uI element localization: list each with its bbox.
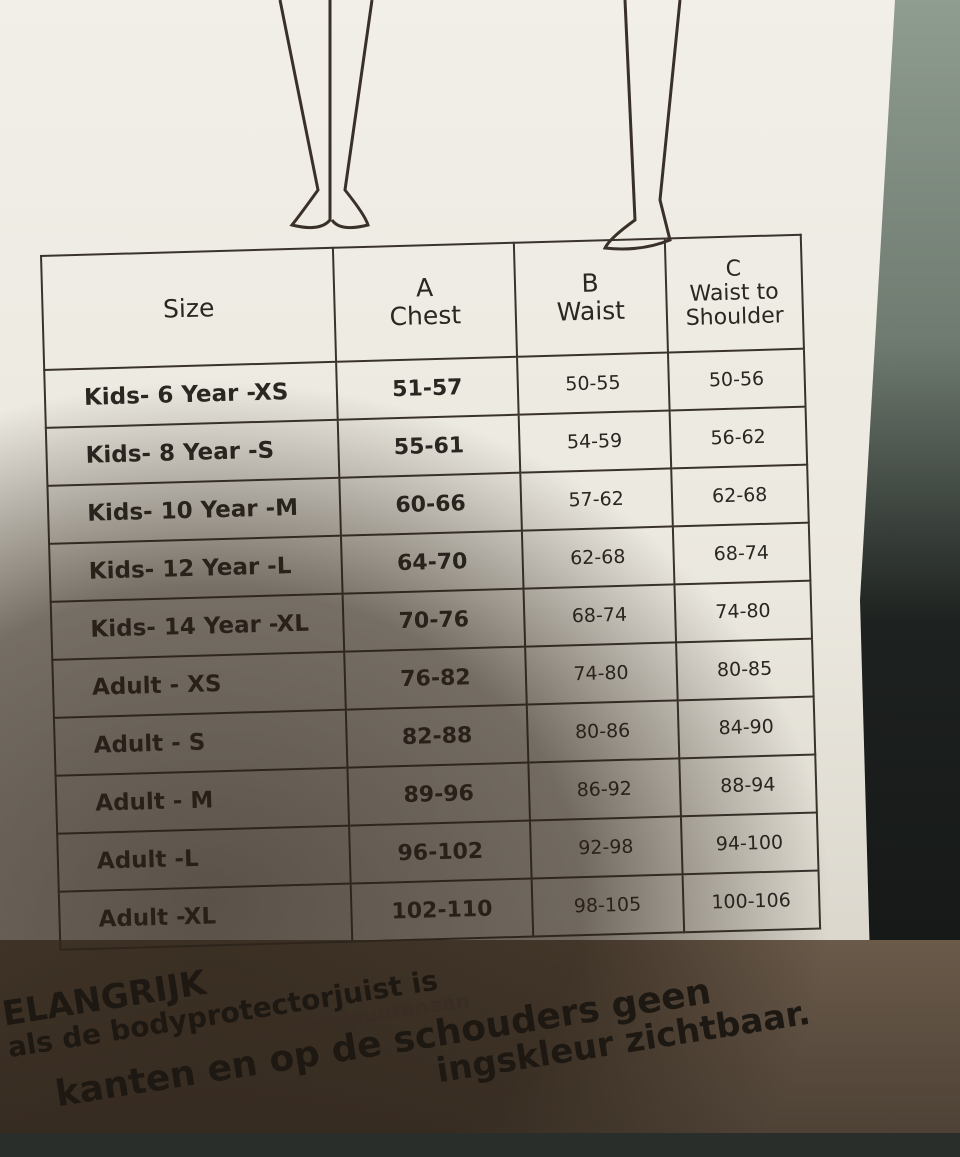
- size-cell: Kids- 10 Year -M: [47, 477, 342, 544]
- size-cell: Adult - M: [55, 767, 350, 834]
- size-table: Size A Chest B Waist C Waist to Shoulder Ki…: [40, 234, 821, 951]
- header-waist-to-shoulder: C Waist to Shoulder: [664, 234, 804, 353]
- waist-cell: 54-59: [518, 410, 671, 473]
- chest-cell: 96-102: [349, 820, 532, 884]
- header-letter: A: [415, 273, 434, 303]
- waist-cell: 86-92: [528, 758, 681, 821]
- waist-to-shoulder-cell: 68-74: [672, 522, 811, 585]
- chest-cell: 60-66: [339, 472, 522, 536]
- waist-cell: 80-86: [526, 700, 679, 763]
- body-illustration: [278, 0, 682, 251]
- header-label: Waist to Shoulder: [685, 279, 785, 331]
- waist-cell: 74-80: [524, 642, 678, 705]
- size-chart: Size A Chest B Waist C Waist to Shoulder Ki…: [40, 234, 821, 951]
- size-cell: Adult - XS: [52, 651, 347, 718]
- waist-to-shoulder-cell: 74-80: [673, 580, 813, 643]
- size-cell: Kids- 8 Year -S: [45, 419, 340, 486]
- size-cell: Kids- 6 Year -XS: [44, 361, 339, 428]
- chest-cell: 89-96: [347, 762, 530, 826]
- chest-cell: 55-61: [338, 414, 520, 478]
- waist-cell: 57-62: [519, 468, 673, 531]
- header-letter: C: [725, 256, 742, 282]
- waist-to-shoulder-cell: 88-94: [678, 754, 817, 817]
- waist-to-shoulder-cell: 94-100: [680, 812, 819, 875]
- waist-to-shoulder-cell: 56-62: [669, 406, 808, 469]
- legs-front-icon: [278, 0, 374, 230]
- table-body: Kids- 6 Year -XS 51-57 50-55 50-56 Kids- 8 Y…: [44, 348, 821, 950]
- waist-cell: 62-68: [521, 526, 674, 589]
- size-cell: Adult -XL: [58, 883, 353, 950]
- chest-cell: 64-70: [341, 530, 524, 594]
- header-label: Size: [162, 293, 215, 324]
- size-cell: Kids- 12 Year -L: [49, 535, 343, 602]
- chest-cell: 70-76: [342, 588, 525, 652]
- waist-cell: 68-74: [523, 584, 676, 647]
- header-label: Waist: [556, 295, 626, 327]
- header-size: Size: [41, 247, 337, 370]
- header-row: Size A Chest B Waist C Waist to Shoulder: [41, 234, 804, 370]
- waist-to-shoulder-cell: 62-68: [670, 464, 809, 527]
- waist-cell: 92-98: [529, 816, 683, 879]
- waist-cell: 50-55: [516, 352, 670, 415]
- header-label: Chest: [389, 300, 462, 332]
- size-cell: Adult - S: [53, 709, 348, 776]
- header-chest: A Chest: [333, 242, 517, 362]
- header-waist: B Waist: [513, 238, 668, 357]
- header-letter: B: [581, 268, 600, 298]
- waist-to-shoulder-cell: 84-90: [677, 696, 816, 759]
- waist-to-shoulder-cell: 80-85: [675, 638, 814, 701]
- waist-to-shoulder-cell: 50-56: [667, 348, 806, 411]
- legs-side-icon: [602, 0, 682, 251]
- size-cell: Kids- 14 Year -XL: [50, 593, 345, 660]
- chest-cell: 51-57: [336, 356, 519, 420]
- size-cell: Adult -L: [57, 825, 351, 892]
- chest-cell: 82-88: [346, 704, 529, 768]
- chest-cell: 76-82: [344, 646, 527, 710]
